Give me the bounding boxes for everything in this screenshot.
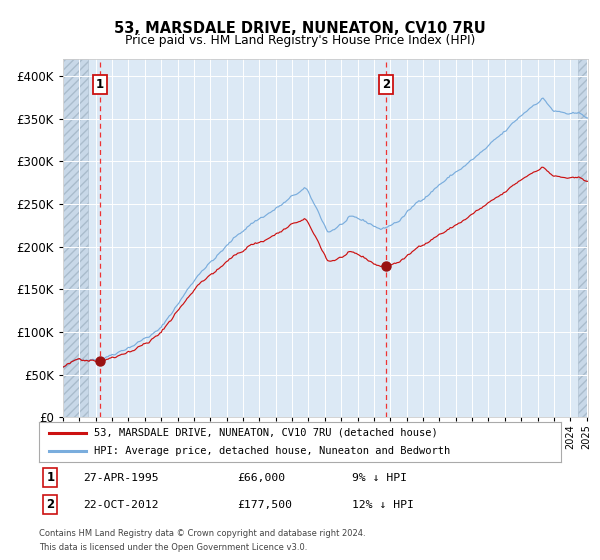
Text: £66,000: £66,000 — [238, 473, 286, 483]
Text: 2: 2 — [46, 498, 55, 511]
Text: 12% ↓ HPI: 12% ↓ HPI — [352, 500, 414, 510]
Text: 2: 2 — [382, 78, 390, 91]
Bar — [61, 59, 88, 417]
Text: 1: 1 — [46, 471, 55, 484]
Text: 53, MARSDALE DRIVE, NUNEATON, CV10 7RU: 53, MARSDALE DRIVE, NUNEATON, CV10 7RU — [114, 21, 486, 36]
Text: This data is licensed under the Open Government Licence v3.0.: This data is licensed under the Open Gov… — [39, 543, 307, 552]
Text: 1: 1 — [96, 78, 104, 91]
Text: 9% ↓ HPI: 9% ↓ HPI — [352, 473, 407, 483]
Text: Contains HM Land Registry data © Crown copyright and database right 2024.: Contains HM Land Registry data © Crown c… — [39, 529, 365, 538]
Text: HPI: Average price, detached house, Nuneaton and Bedworth: HPI: Average price, detached house, Nune… — [94, 446, 450, 456]
Text: Price paid vs. HM Land Registry's House Price Index (HPI): Price paid vs. HM Land Registry's House … — [125, 34, 475, 46]
Text: £177,500: £177,500 — [238, 500, 292, 510]
Bar — [578, 59, 590, 417]
Text: 22-OCT-2012: 22-OCT-2012 — [83, 500, 159, 510]
Text: 53, MARSDALE DRIVE, NUNEATON, CV10 7RU (detached house): 53, MARSDALE DRIVE, NUNEATON, CV10 7RU (… — [94, 428, 437, 438]
Text: 27-APR-1995: 27-APR-1995 — [83, 473, 159, 483]
